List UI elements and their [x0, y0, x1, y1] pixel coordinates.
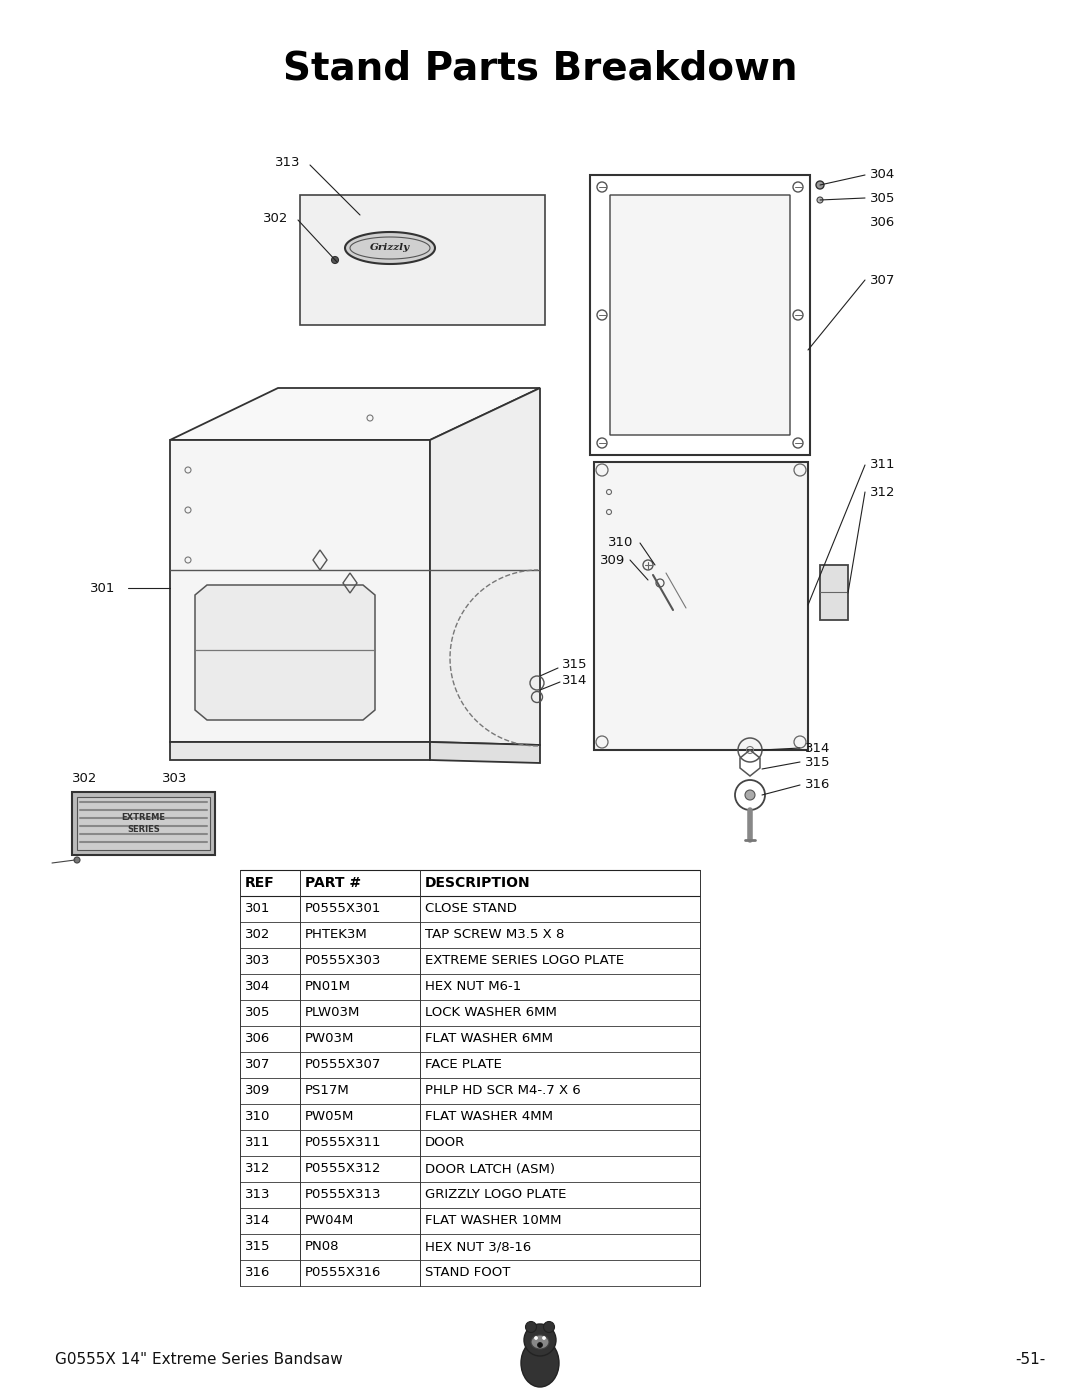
Text: P0555X301: P0555X301 [305, 902, 381, 915]
Polygon shape [195, 585, 375, 719]
Text: PW04M: PW04M [305, 1214, 354, 1228]
Circle shape [745, 789, 755, 800]
Text: 315: 315 [562, 658, 588, 672]
Text: 311: 311 [870, 458, 895, 472]
Circle shape [332, 257, 338, 264]
Polygon shape [345, 232, 435, 264]
Text: 309: 309 [600, 553, 625, 567]
Text: EXTREME
SERIES: EXTREME SERIES [121, 813, 165, 834]
Text: PHTEK3M: PHTEK3M [305, 929, 368, 942]
Text: 314: 314 [805, 742, 831, 754]
Text: Grizzly: Grizzly [370, 243, 410, 253]
Text: PN01M: PN01M [305, 981, 351, 993]
Polygon shape [430, 388, 540, 745]
Circle shape [816, 182, 824, 189]
Text: FLAT WASHER 10MM: FLAT WASHER 10MM [426, 1214, 562, 1228]
Text: P0555X312: P0555X312 [305, 1162, 381, 1175]
Text: PW05M: PW05M [305, 1111, 354, 1123]
Circle shape [524, 1324, 556, 1356]
Polygon shape [170, 388, 540, 440]
Text: 303: 303 [245, 954, 270, 968]
Text: 312: 312 [870, 486, 895, 499]
Polygon shape [170, 440, 430, 742]
Text: 306: 306 [870, 215, 895, 229]
Text: P0555X313: P0555X313 [305, 1189, 381, 1201]
Text: 310: 310 [245, 1111, 270, 1123]
Text: PW03M: PW03M [305, 1032, 354, 1045]
Text: 309: 309 [245, 1084, 270, 1098]
Circle shape [542, 1337, 545, 1340]
Text: 302: 302 [72, 771, 97, 785]
Ellipse shape [531, 1336, 549, 1350]
Text: P0555X303: P0555X303 [305, 954, 381, 968]
Text: REF: REF [245, 876, 274, 890]
Text: DOOR: DOOR [426, 1137, 465, 1150]
Text: 314: 314 [562, 673, 588, 686]
Polygon shape [430, 742, 540, 763]
Text: EXTREME SERIES LOGO PLATE: EXTREME SERIES LOGO PLATE [426, 954, 624, 968]
FancyBboxPatch shape [610, 196, 789, 434]
Circle shape [535, 1337, 538, 1340]
Polygon shape [820, 564, 848, 620]
Text: DESCRIPTION: DESCRIPTION [426, 876, 530, 890]
Text: 307: 307 [245, 1059, 270, 1071]
Text: 301: 301 [90, 581, 116, 595]
Circle shape [816, 197, 823, 203]
Text: 315: 315 [245, 1241, 270, 1253]
Text: P0555X311: P0555X311 [305, 1137, 381, 1150]
Text: FACE PLATE: FACE PLATE [426, 1059, 502, 1071]
Text: PHLP HD SCR M4-.7 X 6: PHLP HD SCR M4-.7 X 6 [426, 1084, 581, 1098]
Text: Stand Parts Breakdown: Stand Parts Breakdown [283, 49, 797, 87]
Circle shape [538, 1343, 542, 1348]
Text: TAP SCREW M3.5 X 8: TAP SCREW M3.5 X 8 [426, 929, 565, 942]
Text: 305: 305 [870, 191, 895, 204]
Circle shape [75, 856, 80, 863]
Text: PS17M: PS17M [305, 1084, 350, 1098]
Text: 314: 314 [245, 1214, 270, 1228]
Text: FLAT WASHER 4MM: FLAT WASHER 4MM [426, 1111, 553, 1123]
Text: 312: 312 [245, 1162, 270, 1175]
Text: 304: 304 [870, 169, 895, 182]
Text: CLOSE STAND: CLOSE STAND [426, 902, 517, 915]
Text: PN08: PN08 [305, 1241, 339, 1253]
Text: 302: 302 [264, 211, 288, 225]
Text: 315: 315 [805, 756, 831, 768]
Text: 303: 303 [162, 771, 187, 785]
Text: G0555X 14" Extreme Series Bandsaw: G0555X 14" Extreme Series Bandsaw [55, 1352, 342, 1368]
Text: 311: 311 [245, 1137, 270, 1150]
Text: FLAT WASHER 6MM: FLAT WASHER 6MM [426, 1032, 553, 1045]
Text: P0555X316: P0555X316 [305, 1267, 381, 1280]
Text: 313: 313 [275, 155, 300, 169]
Text: HEX NUT 3/8-16: HEX NUT 3/8-16 [426, 1241, 531, 1253]
Text: DOOR LATCH (ASM): DOOR LATCH (ASM) [426, 1162, 555, 1175]
Text: LOCK WASHER 6MM: LOCK WASHER 6MM [426, 1006, 557, 1020]
Ellipse shape [521, 1338, 559, 1387]
Polygon shape [170, 742, 430, 760]
Text: PART #: PART # [305, 876, 361, 890]
Text: PLW03M: PLW03M [305, 1006, 361, 1020]
Text: 304: 304 [245, 981, 270, 993]
Text: 301: 301 [245, 902, 270, 915]
Text: 306: 306 [245, 1032, 270, 1045]
Text: 307: 307 [870, 274, 895, 286]
Circle shape [543, 1322, 554, 1333]
Text: -51-: -51- [1015, 1352, 1045, 1368]
Text: 310: 310 [608, 536, 633, 549]
Text: STAND FOOT: STAND FOOT [426, 1267, 511, 1280]
Text: HEX NUT M6-1: HEX NUT M6-1 [426, 981, 522, 993]
Text: 316: 316 [805, 778, 831, 792]
Text: 313: 313 [245, 1189, 270, 1201]
Text: P0555X307: P0555X307 [305, 1059, 381, 1071]
Text: GRIZZLY LOGO PLATE: GRIZZLY LOGO PLATE [426, 1189, 566, 1201]
Polygon shape [77, 798, 210, 849]
Circle shape [526, 1322, 537, 1333]
Polygon shape [594, 462, 808, 750]
Polygon shape [72, 792, 215, 855]
Polygon shape [300, 196, 545, 326]
Text: 305: 305 [245, 1006, 270, 1020]
Text: 316: 316 [245, 1267, 270, 1280]
Text: 302: 302 [245, 929, 270, 942]
